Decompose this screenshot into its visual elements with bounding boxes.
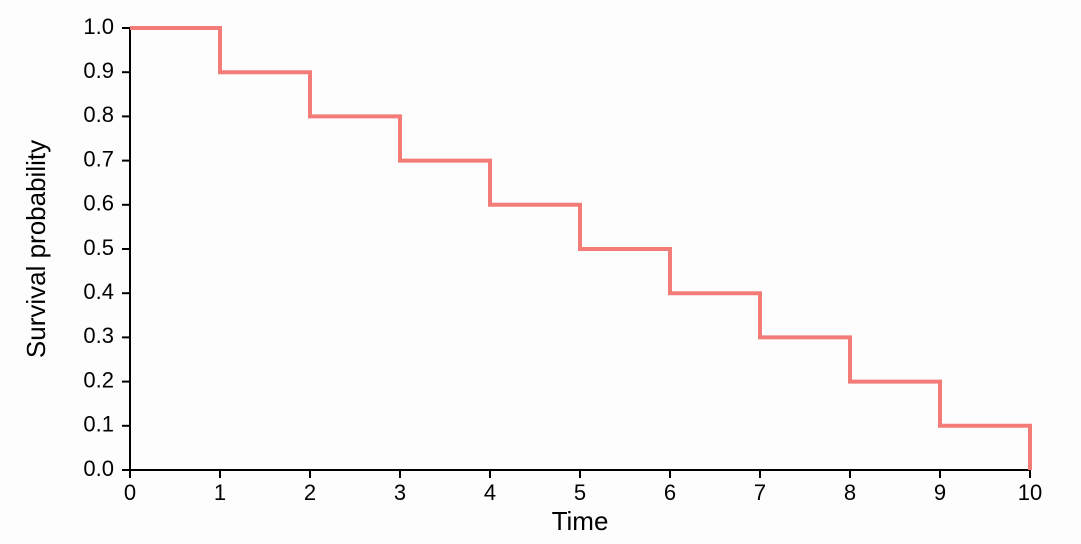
- y-tick-label: 0.5: [83, 235, 114, 260]
- x-tick-label: 3: [394, 480, 406, 505]
- x-axis-label: Time: [552, 506, 609, 536]
- y-tick-label: 0.3: [83, 323, 114, 348]
- x-tick-label: 6: [664, 480, 676, 505]
- chart-svg: 0.0 0.1 0.2 0.3 0.4 0.5 0.6 0.7 0.8 0.9 1.0 0 1 2 3 4 5 6…: [0, 0, 1081, 544]
- y-tick-label: 0.7: [83, 146, 114, 171]
- y-tick-label: 0.1: [83, 412, 114, 437]
- y-tick-label: 0.8: [83, 102, 114, 127]
- y-tick-label: 0.9: [83, 58, 114, 83]
- x-tick-label: 4: [484, 480, 496, 505]
- x-tick-label: 8: [844, 480, 856, 505]
- x-tick-label: 9: [934, 480, 946, 505]
- y-tick-label: 1.0: [83, 14, 114, 39]
- y-tick-label: 0.4: [83, 279, 114, 304]
- y-tick-label: 0.2: [83, 367, 114, 392]
- x-tick-label: 2: [304, 480, 316, 505]
- survival-chart: 0.0 0.1 0.2 0.3 0.4 0.5 0.6 0.7 0.8 0.9 1.0 0 1 2 3 4 5 6…: [0, 0, 1081, 544]
- x-tick-label: 7: [754, 480, 766, 505]
- x-tick-label: 10: [1018, 480, 1042, 505]
- y-tick-label: 0.6: [83, 191, 114, 216]
- x-tick-label: 0: [124, 480, 136, 505]
- chart-background: [0, 0, 1081, 544]
- y-axis-label: Survival probability: [21, 140, 51, 358]
- x-tick-label: 1: [214, 480, 226, 505]
- x-tick-label: 5: [574, 480, 586, 505]
- y-tick-label: 0.0: [83, 456, 114, 481]
